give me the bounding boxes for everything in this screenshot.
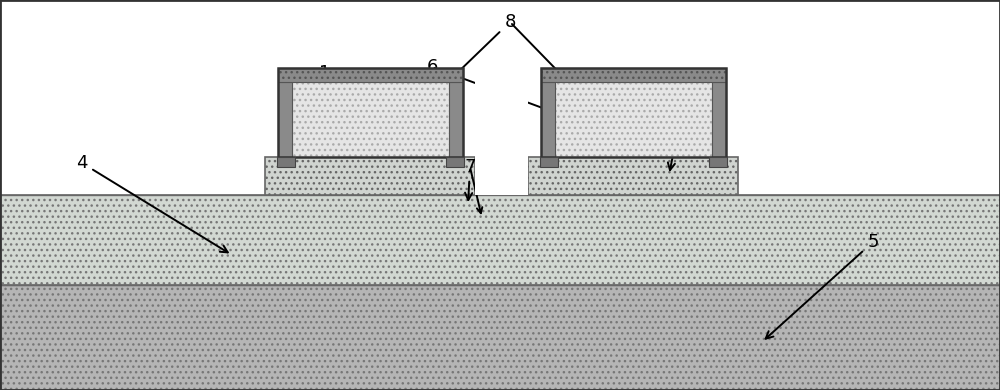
Bar bbox=[541, 68, 726, 157]
Bar bbox=[0, 195, 1000, 285]
Bar bbox=[449, 82, 463, 157]
Text: 8: 8 bbox=[399, 13, 516, 129]
Bar bbox=[277, 157, 295, 167]
Text: 2: 2 bbox=[615, 78, 638, 135]
Bar bbox=[0, 285, 1000, 390]
Bar bbox=[541, 82, 555, 157]
Bar bbox=[712, 82, 726, 157]
Text: 5: 5 bbox=[766, 233, 879, 339]
Text: 7: 7 bbox=[464, 158, 476, 200]
Bar bbox=[528, 157, 738, 195]
Text: 3: 3 bbox=[668, 96, 689, 170]
Bar bbox=[278, 68, 463, 82]
Bar bbox=[541, 68, 726, 82]
Bar bbox=[278, 82, 292, 157]
Text: 1: 1 bbox=[319, 64, 369, 133]
Bar bbox=[555, 82, 712, 157]
Text: 6: 6 bbox=[390, 58, 438, 129]
Bar bbox=[540, 157, 558, 167]
Text: 4: 4 bbox=[76, 154, 228, 252]
Bar bbox=[292, 82, 449, 157]
Bar bbox=[446, 157, 464, 167]
Bar bbox=[278, 68, 463, 157]
Bar bbox=[475, 63, 528, 157]
Bar bbox=[709, 157, 727, 167]
Bar bbox=[475, 157, 528, 195]
Bar bbox=[265, 157, 475, 195]
